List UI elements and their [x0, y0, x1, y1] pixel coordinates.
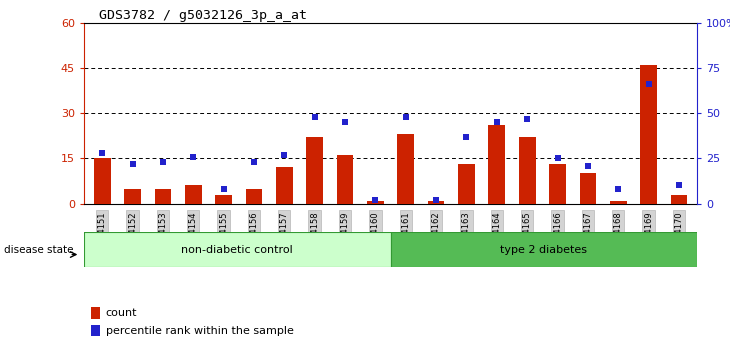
Bar	[391, 232, 697, 267]
Point	[157, 159, 169, 165]
Point	[127, 161, 139, 167]
Point	[430, 197, 442, 203]
Bar	[640, 65, 657, 204]
Bar	[124, 188, 141, 204]
Point	[552, 156, 564, 161]
Bar	[84, 232, 391, 267]
Point	[248, 159, 260, 165]
Text: disease state: disease state	[4, 245, 73, 255]
Bar	[276, 167, 293, 204]
Point	[612, 186, 624, 192]
Bar	[185, 185, 201, 204]
Point	[461, 134, 472, 139]
Bar	[307, 137, 323, 204]
Text: percentile rank within the sample: percentile rank within the sample	[106, 326, 293, 336]
Point	[582, 163, 593, 169]
Text: type 2 diabetes: type 2 diabetes	[500, 245, 588, 255]
Bar	[155, 188, 172, 204]
Bar	[337, 155, 353, 204]
Bar	[549, 164, 566, 204]
Text: count: count	[106, 308, 137, 318]
Bar	[367, 200, 384, 204]
Bar	[488, 125, 505, 204]
Text: GDS3782 / g5032126_3p_a_at: GDS3782 / g5032126_3p_a_at	[99, 9, 307, 22]
Bar	[397, 135, 414, 204]
Point	[642, 81, 654, 87]
Point	[521, 116, 533, 121]
Point	[309, 114, 320, 120]
Point	[218, 186, 229, 192]
Point	[673, 183, 685, 188]
Point	[278, 152, 290, 158]
Bar	[91, 325, 100, 336]
Point	[188, 154, 199, 159]
Bar	[428, 200, 445, 204]
Bar	[94, 159, 110, 204]
Bar	[245, 188, 262, 204]
Bar	[519, 137, 536, 204]
Bar	[580, 173, 596, 204]
Bar	[91, 307, 100, 319]
Point	[339, 120, 351, 125]
Bar	[671, 195, 687, 204]
Text: non-diabetic control: non-diabetic control	[181, 245, 293, 255]
Point	[369, 197, 381, 203]
Point	[96, 150, 108, 156]
Point	[491, 120, 503, 125]
Bar	[215, 195, 232, 204]
Bar	[458, 164, 474, 204]
Point	[400, 114, 412, 120]
Bar	[610, 200, 626, 204]
